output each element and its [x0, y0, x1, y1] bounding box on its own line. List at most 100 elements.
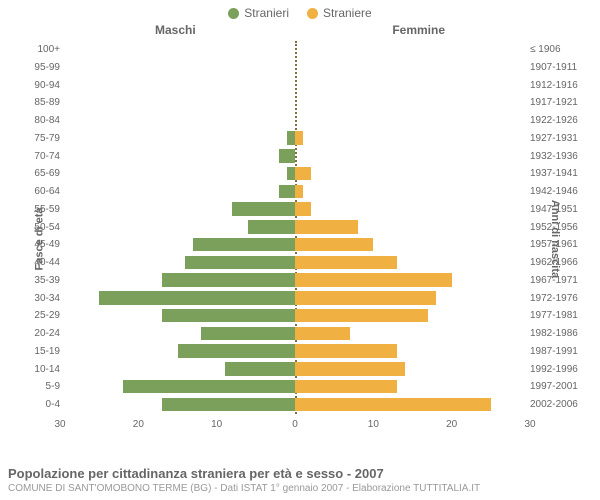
birth-year-label: 2002-2006 [530, 396, 595, 414]
bar-female [295, 309, 428, 323]
age-label: 55-59 [5, 201, 60, 219]
age-label: 20-24 [5, 325, 60, 343]
legend-item-male: Stranieri [228, 6, 289, 20]
pyramid-row [60, 343, 530, 361]
pyramid-row [60, 112, 530, 130]
age-label: 90-94 [5, 77, 60, 95]
age-label: 45-49 [5, 236, 60, 254]
birth-year-label: 1972-1976 [530, 290, 595, 308]
pyramid-row [60, 307, 530, 325]
age-label: 40-44 [5, 254, 60, 272]
bar-female [295, 362, 405, 376]
age-label: 30-34 [5, 290, 60, 308]
x-tick: 20 [133, 419, 144, 430]
header-female: Femmine [392, 23, 445, 37]
birth-year-label: 1922-1926 [530, 112, 595, 130]
bar-male [279, 149, 295, 163]
pyramid-row [60, 77, 530, 95]
age-label: 95-99 [5, 59, 60, 77]
bar-male [279, 185, 295, 199]
age-label: 85-89 [5, 94, 60, 112]
pyramid-row [60, 59, 530, 77]
age-label: 50-54 [5, 219, 60, 237]
pyramid-row [60, 130, 530, 148]
legend-item-female: Straniere [307, 6, 372, 20]
birth-year-label: 1987-1991 [530, 343, 595, 361]
bar-female [295, 202, 311, 216]
pyramid-row [60, 378, 530, 396]
pyramid-row [60, 94, 530, 112]
pyramid-row [60, 41, 530, 59]
pyramid-row [60, 148, 530, 166]
age-label: 0-4 [5, 396, 60, 414]
x-tick: 30 [524, 419, 535, 430]
bar-female [295, 220, 358, 234]
bar-male [178, 344, 296, 358]
age-label: 10-14 [5, 361, 60, 379]
bar-female [295, 291, 436, 305]
age-label: 65-69 [5, 165, 60, 183]
pyramid-row [60, 272, 530, 290]
bar-female [295, 398, 491, 412]
age-label: 70-74 [5, 148, 60, 166]
bar-female [295, 380, 397, 394]
male-swatch-icon [228, 8, 239, 19]
bar-male [201, 327, 295, 341]
bar-male [225, 362, 296, 376]
pyramid-chart: Fasce di età Anni di nascita 100+≤ 19069… [0, 41, 600, 436]
footer: Popolazione per cittadinanza straniera p… [8, 466, 592, 494]
chart-title: Popolazione per cittadinanza straniera p… [8, 466, 592, 481]
pyramid-row [60, 325, 530, 343]
age-label: 75-79 [5, 130, 60, 148]
birth-year-label: 1992-1996 [530, 361, 595, 379]
legend: Stranieri Straniere [0, 0, 600, 20]
bar-female [295, 327, 350, 341]
pyramid-row [60, 236, 530, 254]
pyramid-row [60, 183, 530, 201]
bar-male [123, 380, 295, 394]
bar-male [193, 238, 295, 252]
header-male: Maschi [155, 23, 196, 37]
bar-female [295, 131, 303, 145]
birth-year-label: 1932-1936 [530, 148, 595, 166]
pyramid-row [60, 361, 530, 379]
age-label: 80-84 [5, 112, 60, 130]
female-swatch-icon [307, 8, 318, 19]
pyramid-row [60, 396, 530, 414]
plot-area: 100+≤ 190695-991907-191190-941912-191685… [60, 41, 530, 414]
age-label: 60-64 [5, 183, 60, 201]
bar-male [162, 273, 295, 287]
x-tick: 20 [446, 419, 457, 430]
birth-year-label: 1927-1931 [530, 130, 595, 148]
bar-male [162, 398, 295, 412]
bar-male [99, 291, 295, 305]
birth-year-label: 1967-1971 [530, 272, 595, 290]
age-label: 100+ [5, 41, 60, 59]
pyramid-row [60, 254, 530, 272]
x-tick: 0 [292, 419, 298, 430]
legend-male-label: Stranieri [244, 6, 289, 20]
birth-year-label: 1997-2001 [530, 378, 595, 396]
birth-year-label: 1962-1966 [530, 254, 595, 272]
bar-female [295, 167, 311, 181]
birth-year-label: 1907-1911 [530, 59, 595, 77]
birth-year-label: 1912-1916 [530, 77, 595, 95]
legend-female-label: Straniere [323, 6, 372, 20]
age-label: 5-9 [5, 378, 60, 396]
bar-male [162, 309, 295, 323]
birth-year-label: 1917-1921 [530, 94, 595, 112]
age-label: 35-39 [5, 272, 60, 290]
birth-year-label: 1977-1981 [530, 307, 595, 325]
bar-male [185, 256, 295, 270]
bar-female [295, 185, 303, 199]
pyramid-row [60, 219, 530, 237]
pyramid-row [60, 201, 530, 219]
birth-year-label: 1952-1956 [530, 219, 595, 237]
age-label: 15-19 [5, 343, 60, 361]
column-headers: Maschi Femmine [0, 23, 600, 39]
bar-female [295, 238, 373, 252]
birth-year-label: 1957-1961 [530, 236, 595, 254]
birth-year-label: ≤ 1906 [530, 41, 595, 59]
birth-year-label: 1942-1946 [530, 183, 595, 201]
chart-subtitle: COMUNE DI SANT'OMOBONO TERME (BG) - Dati… [8, 483, 592, 494]
